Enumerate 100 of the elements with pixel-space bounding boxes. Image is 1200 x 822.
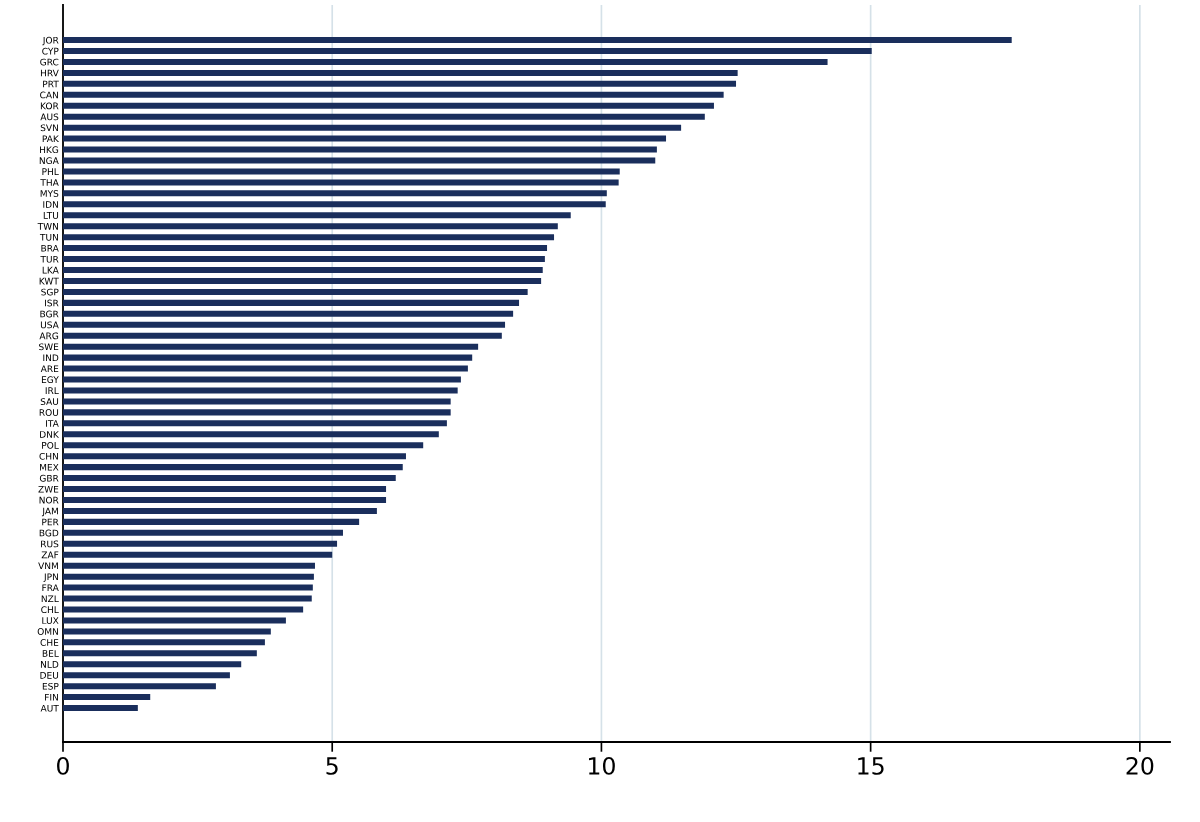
y-tick-label: ROU: [39, 409, 59, 416]
y-tick-label: DNK: [40, 431, 60, 438]
y-tick-label: USA: [40, 321, 59, 329]
y-tick-label: SVN: [40, 124, 58, 132]
y-tick-label: CHL: [41, 606, 59, 614]
bar: [63, 617, 286, 624]
bar: [63, 672, 230, 679]
bar: [63, 288, 528, 295]
y-tick-label: NZL: [41, 595, 59, 602]
bar: [63, 113, 705, 120]
y-tick-label: NOR: [39, 496, 59, 504]
bar: [63, 69, 738, 76]
bar: [63, 365, 468, 372]
y-tick-label: ZWE: [38, 485, 59, 493]
y-tick-label: KOR: [40, 102, 59, 110]
bar: [63, 80, 737, 87]
bar: [63, 540, 338, 547]
bar: [63, 310, 514, 317]
y-tick-label: CHE: [40, 639, 59, 646]
y-tick-label: POL: [42, 441, 59, 449]
bar: [63, 705, 138, 712]
bar: [63, 157, 656, 164]
bar: [63, 299, 520, 306]
y-tick-label: BGD: [39, 529, 59, 537]
y-tick-label: ARG: [39, 332, 59, 340]
x-tick-label: 10: [589, 757, 615, 775]
y-tick-label: OMN: [37, 628, 58, 635]
y-tick-label: GBR: [39, 474, 59, 482]
y-tick-label: NGA: [39, 157, 59, 165]
y-tick-label: ZAF: [41, 551, 59, 559]
bar: [63, 102, 714, 109]
y-tick-label: SWE: [39, 343, 59, 351]
y-tick-label: THA: [40, 179, 59, 186]
y-tick-label: ITA: [46, 420, 59, 427]
bar: [63, 453, 406, 460]
bar: [63, 387, 458, 394]
bar: [63, 683, 216, 690]
y-tick-label: LKA: [42, 266, 59, 274]
bar: [63, 661, 242, 668]
bar: [63, 507, 377, 514]
x-tick-label: 15: [858, 757, 884, 775]
bar: [63, 650, 257, 657]
y-tick-label: BEL: [42, 650, 59, 657]
y-tick-label: BRA: [41, 244, 59, 252]
y-tick-label: MYS: [40, 190, 59, 197]
y-tick-label: VNM: [38, 562, 58, 570]
bar: [63, 354, 473, 361]
y-tick-label: FRA: [42, 584, 59, 592]
y-tick-label: BGR: [40, 310, 59, 318]
bar: [63, 496, 387, 503]
y-tick-label: PRT: [43, 80, 59, 88]
bar: [63, 91, 724, 98]
y-tick-label: AUT: [40, 704, 59, 712]
bar: [63, 201, 606, 208]
y-tick-label: PAK: [42, 135, 60, 143]
bar: [63, 343, 479, 350]
y-tick-label: AUS: [40, 113, 59, 121]
bar: [63, 595, 312, 602]
y-tick-label: TUR: [40, 255, 59, 263]
bar: [63, 639, 265, 646]
bar: [63, 234, 555, 241]
bar: [63, 321, 506, 328]
bar: [63, 179, 619, 186]
x-tick-label: 0: [57, 757, 69, 775]
bar: [63, 420, 447, 427]
bar: [63, 212, 571, 219]
bar: [63, 376, 461, 383]
y-tick-label: LUX: [42, 617, 59, 624]
y-tick-label: MEX: [40, 463, 59, 471]
y-tick-label: CHN: [39, 452, 58, 460]
y-tick-label: DEU: [40, 672, 59, 679]
y-tick-label: JPN: [43, 573, 58, 582]
y-tick-label: PER: [42, 518, 59, 526]
bar: [63, 168, 620, 175]
y-tick-label: JAM: [41, 507, 58, 517]
bar: [63, 223, 558, 230]
bar: [63, 277, 542, 284]
bar: [63, 628, 271, 635]
y-tick-label: JOR: [42, 36, 59, 46]
y-tick-label: IND: [43, 354, 59, 362]
bar: [63, 431, 439, 438]
y-tick-label: HRV: [40, 69, 59, 77]
bar: [63, 518, 360, 525]
bar: [63, 486, 387, 493]
bar: [63, 135, 667, 142]
bar: [63, 190, 607, 197]
bar: [63, 146, 657, 153]
bar: [63, 464, 403, 471]
bar: [63, 47, 872, 55]
y-tick-label: IDN: [43, 201, 58, 208]
x-tick-label: 5: [326, 757, 338, 775]
bar: [63, 37, 1012, 44]
y-tick-label: GRC: [40, 58, 59, 66]
y-tick-label: FIN: [45, 693, 58, 701]
bar: [63, 245, 548, 252]
y-tick-label: ESP: [42, 682, 59, 690]
y-tick-label: SAU: [40, 398, 59, 405]
y-tick-label: LTU: [43, 212, 59, 219]
bar: [63, 267, 543, 274]
y-tick-label: NLD: [40, 661, 59, 668]
